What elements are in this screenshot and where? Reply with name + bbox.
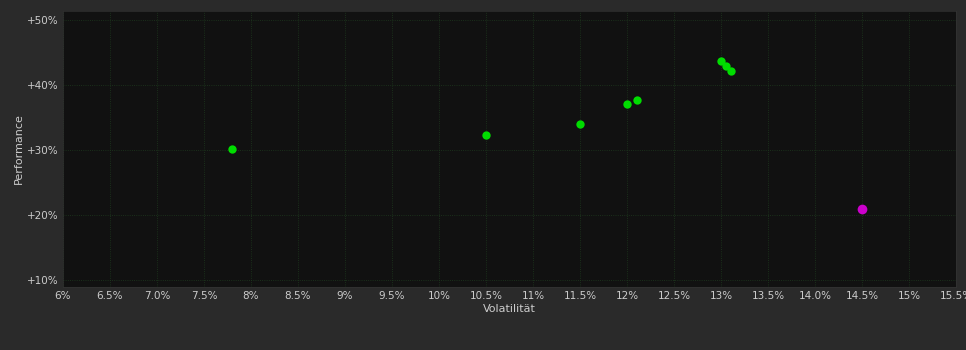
- Point: [478, 133, 494, 138]
- Point: [224, 146, 240, 152]
- Point: [629, 97, 644, 103]
- Point: [573, 121, 588, 127]
- Y-axis label: Performance: Performance: [14, 113, 24, 184]
- Point: [718, 63, 733, 69]
- Point: [855, 206, 870, 212]
- Point: [714, 58, 729, 64]
- X-axis label: Volatilität: Volatilität: [483, 304, 536, 314]
- Point: [619, 101, 635, 106]
- Point: [723, 68, 738, 74]
